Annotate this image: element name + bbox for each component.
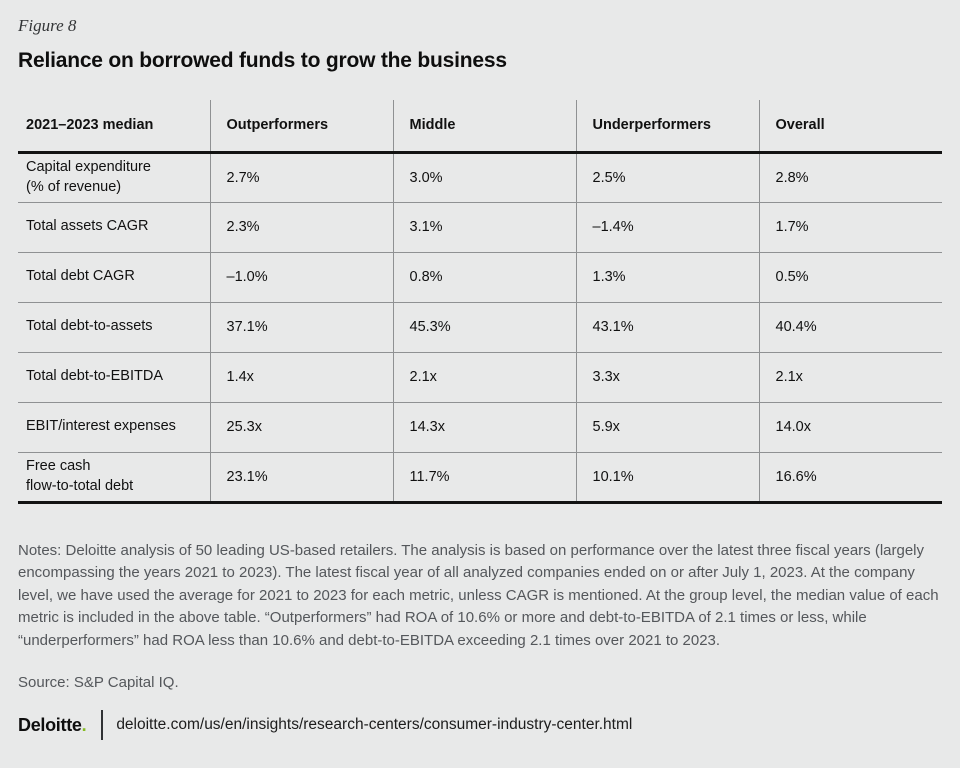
cell-value: 11.7% [392,452,576,504]
footer: Deloitte. deloitte.com/us/en/insights/re… [18,710,942,740]
cell-value: 1.3% [575,252,759,303]
cell-value: 10.1% [575,452,759,504]
cell-value: 37.1% [209,302,393,353]
table-row: Total debt CAGR –1.0% 0.8% 1.3% 0.5% [18,252,942,303]
table-row: Total assets CAGR 2.3% 3.1% –1.4% 1.7% [18,202,942,253]
table-row: Free cash flow-to-total debt 23.1% 11.7%… [18,452,942,504]
cell-value: 40.4% [758,302,942,353]
source-text: Source: S&P Capital IQ. [18,674,179,691]
column-header-underperformers: Underperformers [575,100,759,154]
notes-text: Notes: Deloitte analysis of 50 leading U… [18,541,939,649]
cell-value: 25.3x [209,402,393,453]
row-label: Capital expenditure (% of revenue) [18,152,210,203]
table-row: EBIT/interest expenses 25.3x 14.3x 5.9x … [18,402,942,453]
column-header-outperformers: Outperformers [209,100,393,154]
cell-value: 3.1% [392,202,576,253]
cell-value: 43.1% [575,302,759,353]
column-header-overall: Overall [758,100,942,154]
table-row: Total debt-to-assets 37.1% 45.3% 43.1% 4… [18,302,942,353]
cell-value: 3.3x [575,352,759,403]
row-label: Total debt CAGR [18,252,210,303]
table-row: Capital expenditure (% of revenue) 2.7% … [18,152,942,203]
cell-value: 14.3x [392,402,576,453]
row-label: Total debt-to-EBITDA [18,352,210,403]
cell-value: 2.1x [392,352,576,403]
footer-url[interactable]: deloitte.com/us/en/insights/research-cen… [116,716,633,733]
column-header-median: 2021–2023 median [18,100,210,154]
cell-value: 3.0% [392,152,576,203]
cell-value: 1.4x [209,352,393,403]
column-header-middle: Middle [392,100,576,154]
cell-value: 1.7% [758,202,942,253]
row-label: Total assets CAGR [18,202,210,253]
metrics-table: 2021–2023 median Outperformers Middle Un… [18,100,942,504]
figure-label: Figure 8 [18,16,77,35]
header-row: 2021–2023 median Outperformers Middle Un… [18,100,942,154]
cell-value: 23.1% [209,452,393,504]
cell-value: –1.0% [209,252,393,303]
logo-text: Deloitte [18,714,82,735]
row-label: Free cash flow-to-total debt [18,452,210,504]
cell-value: –1.4% [575,202,759,253]
logo-green-dot: . [81,714,87,735]
cell-value: 2.1x [758,352,942,403]
row-label: EBIT/interest expenses [18,402,210,453]
deloitte-logo: Deloitte. [18,714,87,736]
footer-divider [101,710,104,740]
cell-value: 2.3% [209,202,393,253]
row-label: Total debt-to-assets [18,302,210,353]
cell-value: 2.7% [209,152,393,203]
cell-value: 14.0x [758,402,942,453]
cell-value: 0.5% [758,252,942,303]
cell-value: 45.3% [392,302,576,353]
cell-value: 5.9x [575,402,759,453]
cell-value: 16.6% [758,452,942,504]
cell-value: 2.8% [758,152,942,203]
cell-value: 2.5% [575,152,759,203]
table-row: Total debt-to-EBITDA 1.4x 2.1x 3.3x 2.1x [18,352,942,403]
cell-value: 0.8% [392,252,576,303]
figure-title: Reliance on borrowed funds to grow the b… [18,49,507,72]
